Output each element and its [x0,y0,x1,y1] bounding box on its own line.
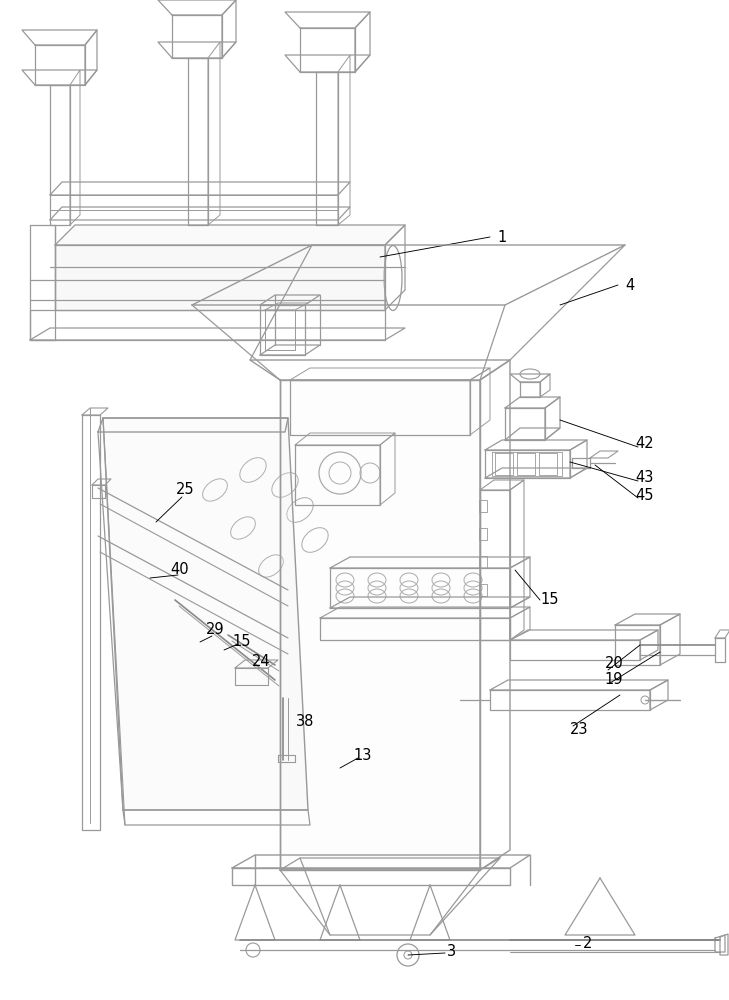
Text: 29: 29 [206,622,225,638]
Text: 19: 19 [605,672,623,688]
Text: 2: 2 [583,936,593,952]
Text: 3: 3 [448,944,456,958]
Text: 13: 13 [354,748,373,764]
Text: 1: 1 [497,230,507,244]
Text: 38: 38 [296,714,314,730]
Text: 15: 15 [233,635,252,650]
Text: 25: 25 [176,483,195,497]
Text: 15: 15 [541,592,559,607]
Text: 43: 43 [636,471,654,486]
Text: 42: 42 [636,436,655,452]
Text: 4: 4 [625,277,635,292]
Polygon shape [55,245,385,310]
Text: 45: 45 [636,488,654,502]
Text: 40: 40 [171,562,190,578]
Polygon shape [280,380,480,870]
Polygon shape [103,418,308,810]
Text: 24: 24 [252,654,270,670]
Text: 23: 23 [570,722,588,738]
Text: 20: 20 [604,656,623,672]
Polygon shape [55,225,405,245]
